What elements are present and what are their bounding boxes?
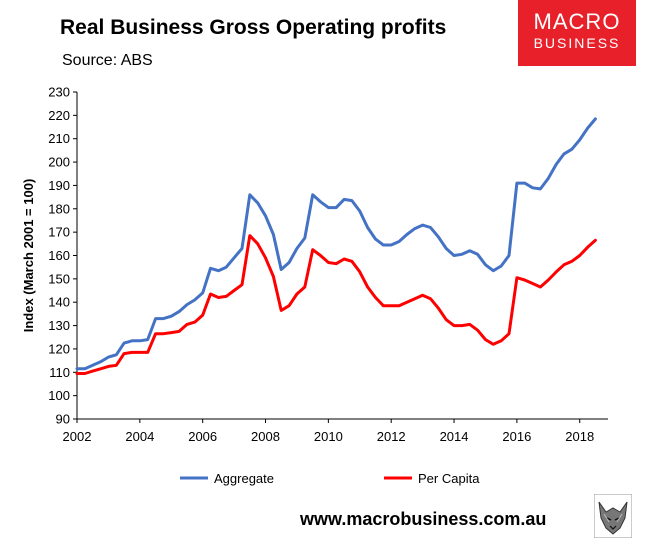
- y-tick-label: 210: [48, 131, 70, 146]
- x-tick-label: 2008: [251, 429, 280, 444]
- y-tick-label: 130: [48, 318, 70, 333]
- logo-line-2: BUSINESS: [533, 35, 621, 51]
- y-tick-label: 180: [48, 201, 70, 216]
- y-tick-label: 110: [49, 365, 70, 380]
- legend-label-per-capita: Per Capita: [418, 471, 480, 486]
- y-tick-label: 160: [48, 248, 70, 263]
- x-tick-label: 2004: [125, 429, 154, 444]
- chart-title: Real Business Gross Operating profits: [60, 16, 447, 39]
- chart-source: Source: ABS: [62, 52, 153, 69]
- logo-line-1: MACRO: [533, 9, 621, 34]
- y-tick-label: 90: [56, 412, 70, 427]
- y-tick-label: 150: [48, 271, 70, 286]
- y-tick-label: 100: [48, 388, 70, 403]
- macro-business-logo[interactable]: MACRO BUSINESS: [518, 0, 636, 66]
- per-capita-series-line: [75, 234, 597, 375]
- y-tick-label: 140: [48, 295, 70, 310]
- wolf-head-icon: [594, 494, 632, 538]
- y-tick-label: 170: [48, 225, 70, 240]
- x-tick-label: 2006: [188, 429, 217, 444]
- x-tick-label: 2018: [565, 429, 594, 444]
- website-url[interactable]: www.macrobusiness.com.au: [300, 509, 547, 529]
- x-tick-label: 2010: [314, 429, 343, 444]
- x-tick-label: 2012: [377, 429, 406, 444]
- y-tick-label: 200: [48, 155, 70, 170]
- legend-label-aggregate: Aggregate: [214, 471, 274, 486]
- y-tick-label: 120: [48, 341, 70, 356]
- y-tick-label: 230: [48, 85, 70, 100]
- x-tick-label: 2016: [502, 429, 531, 444]
- y-tick-label: 220: [48, 108, 70, 123]
- y-axis-label: Index (March 2001 = 100): [21, 179, 36, 333]
- x-tick-label: 2002: [63, 429, 92, 444]
- y-tick-label: 190: [48, 178, 70, 193]
- aggregate-series-line: [75, 117, 597, 371]
- x-tick-label: 2014: [440, 429, 469, 444]
